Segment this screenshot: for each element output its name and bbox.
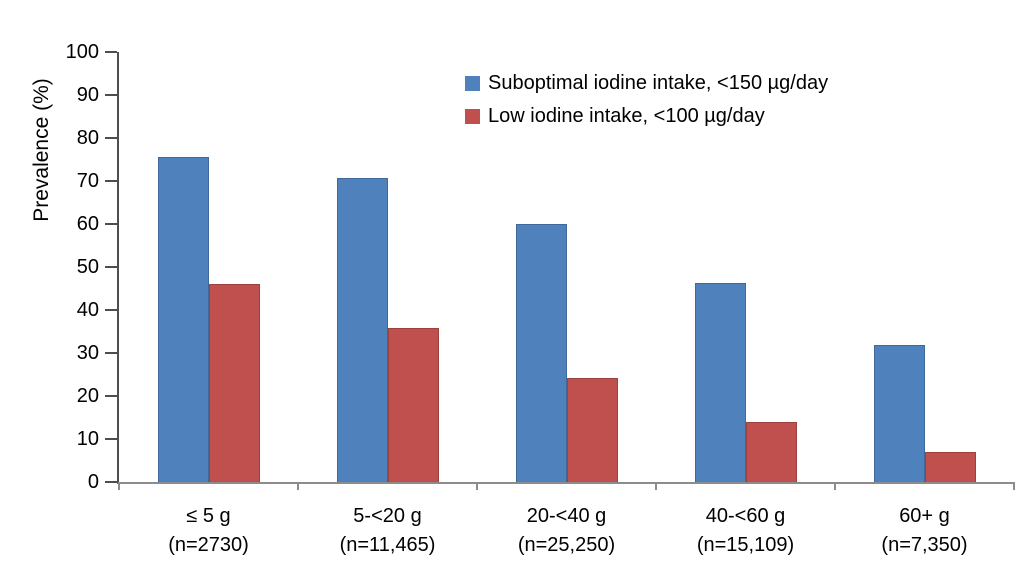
bar-suboptimal-intake bbox=[157, 157, 209, 482]
x-axis-tick bbox=[297, 482, 299, 490]
y-axis-tick-label: 100 bbox=[65, 41, 99, 63]
y-axis-tick bbox=[105, 266, 117, 268]
y-axis-tick bbox=[105, 352, 117, 354]
category-n-label: (n=25,250) bbox=[517, 534, 616, 556]
category-range-label: 40-<60 g bbox=[705, 505, 786, 527]
bar-suboptimal-intake bbox=[515, 224, 567, 482]
y-axis-tick-label: 0 bbox=[87, 471, 99, 493]
y-axis-tick-label: 30 bbox=[76, 342, 99, 364]
category-n-label: (n=11,465) bbox=[339, 534, 436, 556]
plot-area: 0 10 20 30 40 50 60 70 80 90 100 ≤ 5 g (n=2730) 5-<20… bbox=[66, 41, 1015, 556]
legend-entry: Low iodine intake, <100 µg/day bbox=[465, 101, 765, 131]
y-axis-tick-label: 60 bbox=[76, 213, 99, 235]
x-axis-category-label: ≤ 5 g (n=2730) bbox=[119, 502, 298, 560]
bar-suboptimal-intake bbox=[873, 344, 925, 482]
legend-swatch-icon bbox=[465, 75, 480, 91]
y-axis-tick-label: 80 bbox=[76, 127, 99, 149]
y-axis-tick-label: 50 bbox=[76, 256, 99, 278]
bar-low-intake bbox=[208, 284, 260, 482]
y-axis-tick bbox=[105, 94, 117, 96]
y-axis-tick bbox=[105, 223, 117, 225]
x-axis-tick bbox=[834, 482, 836, 490]
y-axis-tick bbox=[105, 481, 117, 483]
x-axis-category-label: 5-<20 g (n=11,465) bbox=[298, 502, 477, 560]
category-n-label: (n=7,350) bbox=[881, 534, 968, 556]
y-axis-tick bbox=[105, 180, 117, 182]
bar-low-intake bbox=[566, 378, 618, 482]
x-axis-category-label: 40-<60 g (n=15,109) bbox=[656, 502, 835, 560]
category-range-label: ≤ 5 g bbox=[186, 505, 231, 527]
category-n-label: (n=2730) bbox=[168, 534, 249, 556]
category-range-label: 5-<20 g bbox=[353, 505, 422, 527]
x-axis-tick bbox=[118, 482, 120, 490]
x-axis-category-label: 60+ g (n=7,350) bbox=[835, 502, 1014, 560]
legend-swatch-icon bbox=[465, 108, 480, 124]
bar-low-intake bbox=[924, 452, 976, 482]
bar-suboptimal-intake bbox=[694, 283, 746, 482]
y-axis-tick-label: 70 bbox=[76, 170, 99, 192]
x-axis-tick bbox=[655, 482, 657, 490]
legend-entry-label: Suboptimal iodine intake, <150 µg/day bbox=[488, 71, 829, 94]
y-axis-tick bbox=[105, 137, 117, 139]
y-axis-tick-label: 40 bbox=[76, 299, 99, 321]
bar-low-intake bbox=[745, 422, 797, 482]
y-axis-tick bbox=[105, 309, 117, 311]
y-axis-tick bbox=[105, 51, 117, 53]
y-axis-tick-label: 20 bbox=[76, 385, 99, 407]
x-axis-category-label: 20-<40 g (n=25,250) bbox=[477, 502, 656, 560]
y-axis-tick-label: 90 bbox=[76, 84, 99, 106]
bar-suboptimal-intake bbox=[336, 178, 388, 482]
x-axis-tick bbox=[476, 482, 478, 490]
y-axis-tick bbox=[105, 395, 117, 397]
legend-entry: Suboptimal iodine intake, <150 µg/day bbox=[465, 68, 828, 98]
y-axis-tick-label: 10 bbox=[76, 428, 99, 450]
bar-low-intake bbox=[387, 327, 439, 482]
y-axis-tick bbox=[105, 438, 117, 440]
category-n-label: (n=15,109) bbox=[696, 534, 795, 556]
category-range-label: 20-<40 g bbox=[526, 505, 607, 527]
legend-entry-label: Low iodine intake, <100 µg/day bbox=[488, 104, 765, 127]
x-axis-tick bbox=[1013, 482, 1015, 490]
category-range-label: 60+ g bbox=[899, 505, 950, 527]
